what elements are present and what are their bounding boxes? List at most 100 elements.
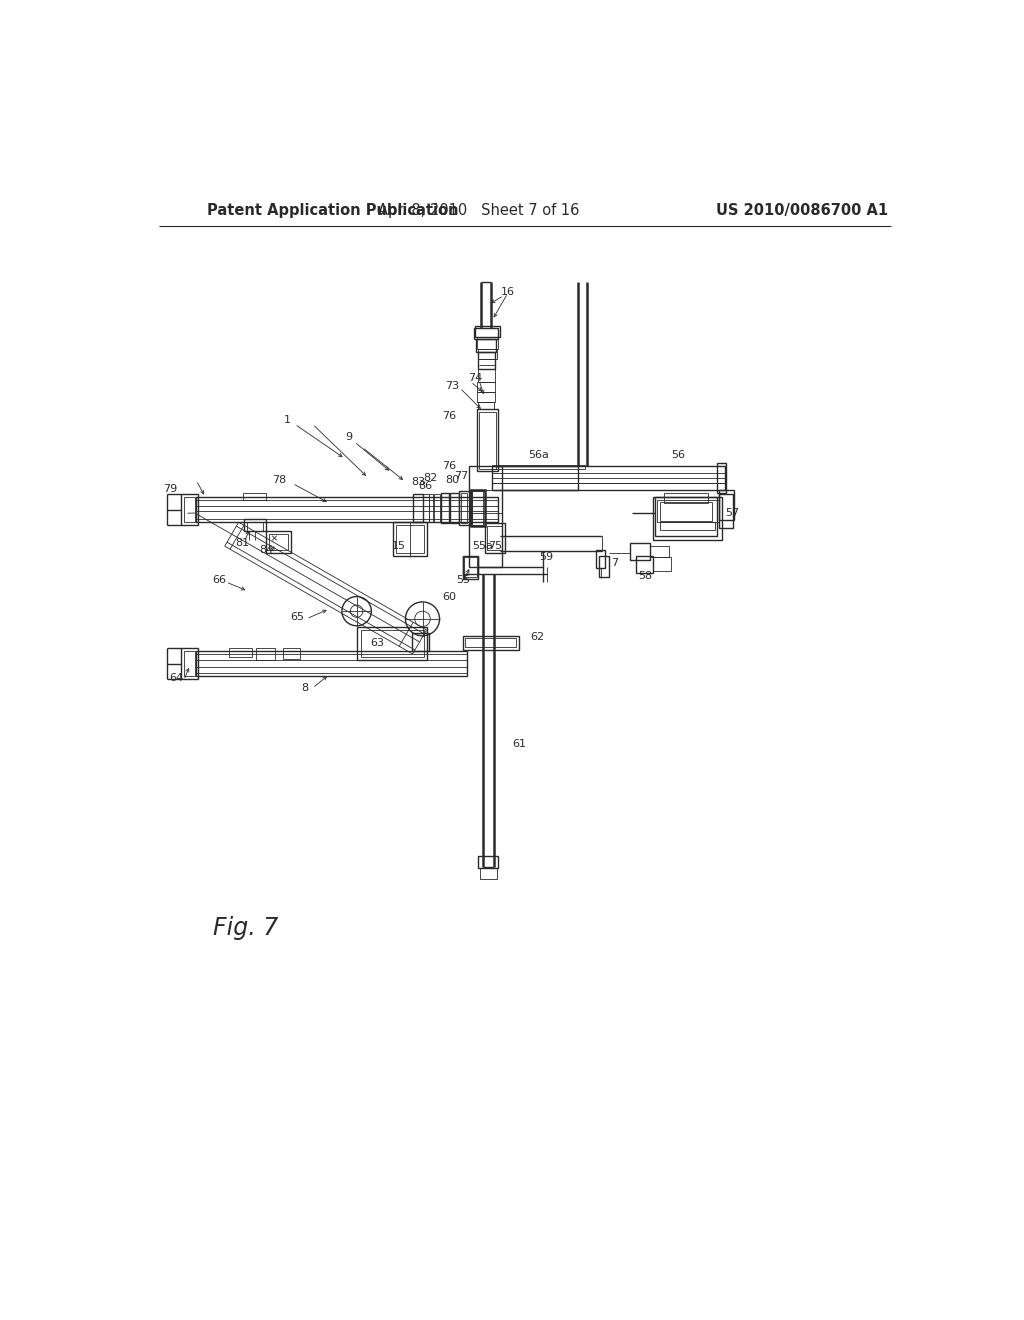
Bar (464, 557, 477, 577)
Bar (493, 465, 586, 470)
Text: 58: 58 (639, 570, 652, 581)
Bar (414, 494, 423, 521)
Bar (493, 473, 725, 483)
Bar (656, 500, 719, 521)
Text: 74: 74 (468, 372, 482, 383)
Text: 77: 77 (454, 471, 468, 482)
Bar (472, 491, 483, 525)
Bar (180, 494, 198, 525)
Bar (493, 466, 725, 490)
Bar (478, 350, 497, 359)
Text: 76: 76 (441, 462, 456, 471)
Bar (434, 494, 440, 521)
Text: 55a: 55a (472, 541, 493, 550)
Bar (630, 544, 650, 561)
Text: 78: 78 (272, 475, 287, 486)
Bar (183, 498, 195, 521)
Text: 75: 75 (488, 541, 503, 550)
Bar (478, 401, 494, 409)
Text: 62: 62 (530, 632, 545, 643)
Text: 16: 16 (501, 286, 515, 297)
Bar (477, 381, 496, 392)
Bar (393, 521, 427, 556)
Text: Fig. 7: Fig. 7 (213, 916, 279, 940)
Text: 60: 60 (441, 593, 456, 602)
Bar (423, 494, 429, 521)
Bar (469, 466, 502, 566)
Text: 82: 82 (423, 473, 437, 483)
Text: 80: 80 (444, 475, 459, 486)
Bar (484, 524, 505, 553)
Bar (480, 869, 497, 879)
Bar (719, 494, 732, 528)
Bar (463, 636, 518, 649)
Bar (441, 494, 449, 523)
Bar (197, 498, 499, 521)
Bar (459, 491, 470, 525)
Bar (412, 632, 429, 651)
Text: 81: 81 (236, 539, 250, 548)
Bar (476, 339, 496, 352)
Text: 61: 61 (512, 739, 526, 748)
Bar (659, 521, 716, 529)
Bar (461, 492, 467, 524)
Text: 7: 7 (611, 557, 618, 568)
Text: Apr. 8, 2010   Sheet 7 of 16: Apr. 8, 2010 Sheet 7 of 16 (378, 203, 579, 218)
Bar (477, 409, 499, 471)
Bar (463, 556, 478, 579)
Text: 79: 79 (164, 484, 178, 495)
Bar (719, 490, 734, 520)
Bar (243, 492, 266, 500)
Text: 57: 57 (725, 508, 739, 517)
Bar (248, 521, 263, 531)
Bar (717, 463, 726, 492)
Bar (665, 494, 708, 503)
Bar (450, 492, 459, 524)
Bar (596, 549, 605, 568)
Bar (477, 370, 495, 381)
Bar (650, 546, 669, 557)
Text: Patent Application Publication: Patent Application Publication (207, 203, 459, 218)
Bar (486, 525, 503, 550)
Text: 64: 64 (169, 673, 183, 684)
Bar (429, 494, 433, 521)
Text: 9: 9 (345, 432, 352, 442)
Text: 63: 63 (371, 639, 385, 648)
Text: 66: 66 (212, 576, 226, 585)
Bar (655, 498, 717, 536)
Bar (228, 648, 252, 657)
Text: 84: 84 (259, 545, 273, 554)
Bar (477, 392, 496, 401)
Bar (636, 556, 652, 573)
Text: 65: 65 (290, 612, 304, 622)
Text: 59: 59 (540, 552, 554, 562)
Bar (653, 498, 722, 540)
Bar (183, 651, 195, 676)
Text: 76: 76 (441, 412, 456, 421)
Bar (266, 531, 291, 553)
Bar (475, 326, 500, 337)
Bar (471, 490, 484, 527)
Bar (360, 630, 424, 657)
Bar (269, 535, 288, 549)
Bar (283, 648, 300, 659)
Text: 56a: 56a (528, 450, 549, 459)
Bar (465, 638, 516, 647)
Bar (477, 352, 495, 370)
Bar (474, 327, 499, 339)
Bar (653, 557, 671, 572)
Bar (180, 648, 198, 678)
Text: 73: 73 (444, 380, 459, 391)
Text: 86: 86 (419, 480, 433, 491)
Bar (659, 502, 713, 521)
Bar (197, 655, 467, 673)
Text: 8: 8 (301, 684, 308, 693)
Text: US 2010/0086700 A1: US 2010/0086700 A1 (716, 203, 888, 218)
Text: 83: 83 (412, 477, 426, 487)
Bar (245, 519, 266, 531)
Bar (477, 337, 499, 350)
Text: 1: 1 (284, 416, 291, 425)
Text: 56: 56 (672, 450, 685, 459)
Text: 15: 15 (392, 541, 407, 550)
Bar (479, 412, 496, 469)
